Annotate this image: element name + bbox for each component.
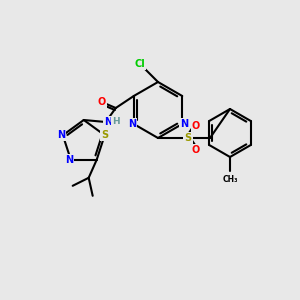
Text: O: O [98,97,106,107]
Text: H: H [112,116,120,125]
Text: N: N [104,117,112,127]
Text: N: N [57,130,65,140]
Text: N: N [65,155,73,165]
Text: O: O [192,121,200,131]
Text: S: S [184,133,192,143]
Text: S: S [101,130,108,140]
Text: N: N [128,119,136,129]
Text: O: O [192,145,200,155]
Text: CH₃: CH₃ [222,175,238,184]
Text: Cl: Cl [135,59,146,69]
Text: N: N [180,119,188,129]
